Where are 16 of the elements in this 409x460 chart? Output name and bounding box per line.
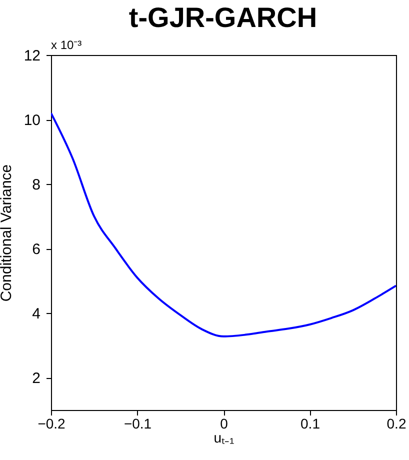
x-tick-label: 0.1 xyxy=(300,416,320,432)
y-tick-label: 4 xyxy=(32,306,40,323)
x-tick-label: −0.1 xyxy=(124,416,152,432)
x-tick-label: 0.2 xyxy=(386,416,406,432)
x-tick-label: 0 xyxy=(220,416,228,432)
x-tick-label: −0.2 xyxy=(38,416,66,432)
x-axis-title: uₜ₋₁ xyxy=(214,430,235,446)
chart-title: t-GJR-GARCH xyxy=(128,2,318,33)
y-tick-label: 6 xyxy=(32,241,40,258)
y-tick-label: 12 xyxy=(24,48,40,64)
y-tick-label: 10 xyxy=(24,112,40,130)
y-tick-label: 8 xyxy=(32,176,40,194)
text: x 10⁻³ xyxy=(51,38,82,52)
y-tick-label: 2 xyxy=(32,370,40,388)
y-axis-title: Conditional Variance xyxy=(0,164,15,302)
line-series xyxy=(51,112,396,338)
